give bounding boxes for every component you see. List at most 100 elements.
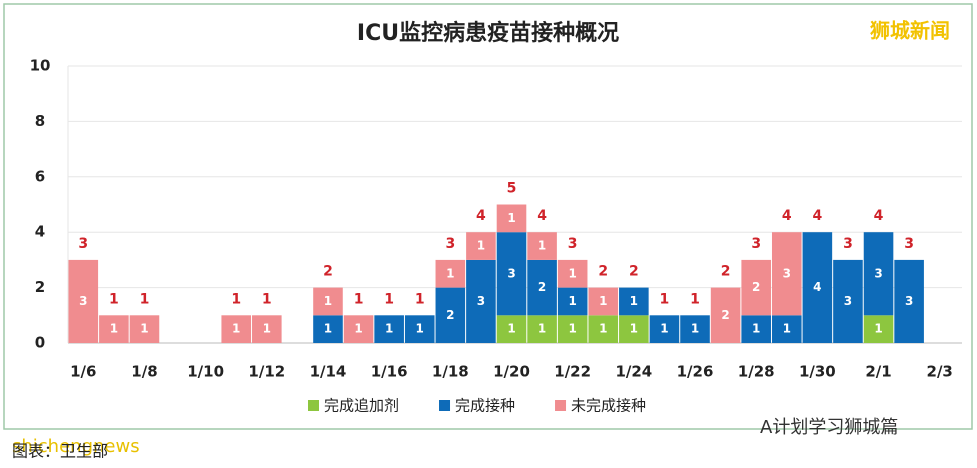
x-tick-label: 1/12 (248, 363, 285, 381)
y-tick-label: 2 (35, 278, 45, 296)
x-tick-label: 2/3 (927, 363, 953, 381)
total-label: 1 (660, 291, 670, 307)
legend-swatch (555, 400, 567, 411)
total-label: 4 (782, 208, 792, 224)
segment-label: 4 (813, 280, 821, 294)
x-tick-label: 1/30 (799, 363, 836, 381)
segment-label: 1 (599, 294, 607, 308)
total-label: 2 (721, 264, 731, 280)
bar-segment (802, 232, 833, 343)
total-label: 4 (537, 208, 547, 224)
total-label: 1 (109, 291, 119, 307)
bar-segment (496, 232, 527, 316)
segment-label: 1 (691, 322, 699, 336)
bar-segment (527, 232, 557, 260)
total-label: 4 (476, 208, 486, 224)
segment-label: 1 (630, 322, 638, 336)
total-label: 2 (323, 264, 333, 280)
bar-segment (771, 232, 802, 316)
segment-label: 1 (538, 239, 546, 253)
legend-swatch (439, 400, 451, 411)
total-label: 2 (629, 264, 639, 280)
x-tick-label: 1/24 (615, 363, 652, 381)
y-tick-label: 8 (35, 112, 45, 130)
bar-segment (129, 315, 160, 343)
segment-label: 1 (263, 322, 271, 336)
segment-label: 2 (446, 308, 454, 322)
segment-label: 2 (721, 308, 729, 322)
bar-segment (404, 315, 435, 343)
bar-segment (343, 315, 374, 343)
bar-segment (527, 315, 557, 343)
x-tick-label: 1/28 (738, 363, 775, 381)
y-tick-label: 4 (35, 223, 45, 241)
segment-label: 1 (874, 322, 882, 336)
total-label: 3 (904, 236, 914, 252)
legend-label: 未完成接种 (571, 397, 646, 415)
source-note: 图表：卫生部 (12, 442, 108, 461)
bar-segment (680, 315, 710, 343)
bar-segment (313, 315, 343, 343)
segment-label: 1 (507, 322, 515, 336)
bar-segment (496, 315, 527, 343)
total-label: 3 (568, 236, 578, 252)
total-label: 3 (445, 236, 455, 252)
bar-segment (221, 315, 252, 343)
x-tick-label: 1/6 (70, 363, 96, 381)
segment-label: 1 (416, 322, 424, 336)
x-tick-label: 1/16 (371, 363, 408, 381)
bar-segment (863, 232, 894, 316)
total-label: 1 (231, 291, 241, 307)
x-tick-label: 1/10 (187, 363, 224, 381)
segment-label: 3 (874, 266, 882, 280)
total-label: 3 (751, 236, 761, 252)
segment-label: 1 (446, 266, 454, 280)
total-label: 4 (812, 208, 822, 224)
segment-label: 1 (507, 211, 515, 225)
legend-swatch (308, 400, 319, 411)
total-label: 1 (354, 291, 364, 307)
bar-segment (741, 259, 771, 316)
total-label: 4 (874, 208, 884, 224)
bar-segment (313, 287, 343, 316)
segment-label: 3 (783, 266, 791, 280)
bar-segment (588, 287, 619, 316)
segment-label: 1 (783, 322, 791, 336)
x-tick-label: 1/18 (432, 363, 469, 381)
bar-segment (710, 287, 741, 343)
bar-segment (466, 232, 496, 260)
bar-segment (435, 287, 466, 343)
x-tick-label: 2/1 (865, 363, 891, 381)
segment-label: 1 (752, 322, 760, 336)
x-tick-label: 1/22 (554, 363, 591, 381)
bar-segment (557, 259, 588, 288)
x-tick-label: 1/8 (131, 363, 157, 381)
bar-segment (496, 204, 527, 233)
bar-segment (99, 315, 129, 343)
bar-segment (619, 287, 649, 316)
y-tick-label: 0 (35, 334, 45, 352)
segment-label: 3 (507, 266, 515, 280)
chart-title: ICU监控病患疫苗接种概况 (357, 20, 619, 46)
watermark: 狮城新闻 (870, 19, 950, 43)
total-label: 1 (262, 291, 272, 307)
bar-segment (466, 259, 496, 343)
total-label: 1 (415, 291, 425, 307)
watermark: A计划学习狮城篇 (760, 417, 898, 438)
segment-label: 1 (660, 322, 668, 336)
segment-label: 1 (324, 294, 332, 308)
segment-label: 1 (599, 322, 607, 336)
chart-frame (3, 3, 973, 430)
segment-label: 3 (79, 294, 87, 308)
segment-label: 3 (905, 294, 913, 308)
bar-segment (833, 259, 863, 343)
total-label: 1 (384, 291, 394, 307)
segment-label: 3 (844, 294, 852, 308)
total-label: 1 (140, 291, 150, 307)
bar-segment (374, 315, 404, 343)
bar-segment (588, 315, 619, 343)
segment-label: 1 (538, 322, 546, 336)
bar-segment (435, 259, 466, 288)
segment-label: 1 (630, 294, 638, 308)
